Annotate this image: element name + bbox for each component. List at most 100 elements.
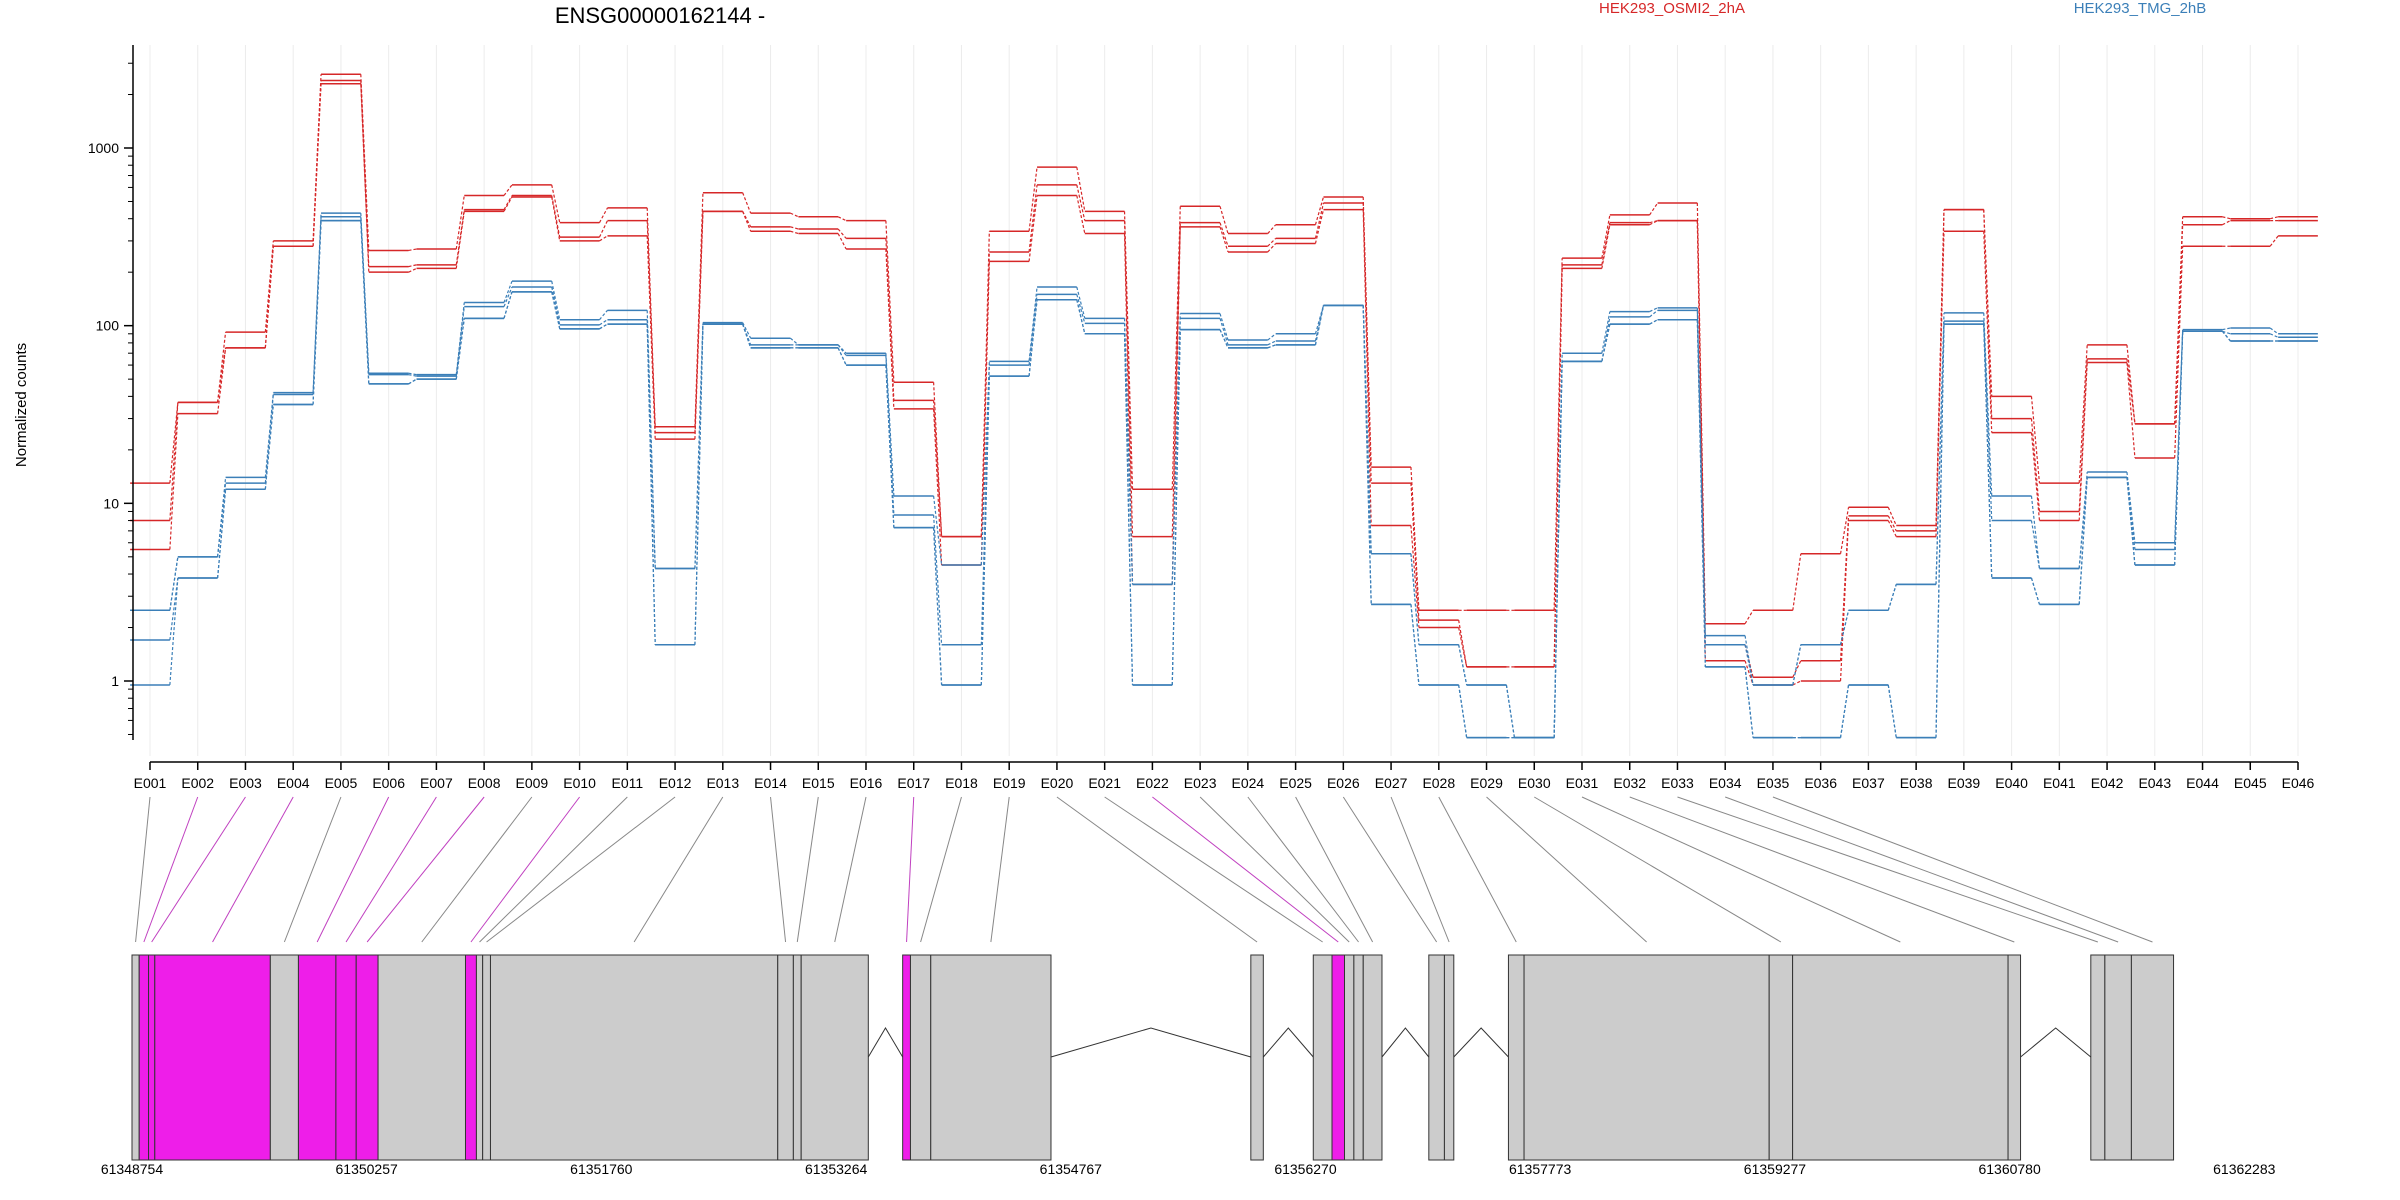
exon-connector <box>633 796 724 943</box>
exon-connector <box>1772 796 2153 943</box>
exon-connector <box>212 796 294 943</box>
series-connector <box>1887 684 1897 738</box>
series-connector <box>1839 520 1850 682</box>
series-connector <box>455 195 465 250</box>
coordinate-label: 61357773 <box>1509 1161 1572 1177</box>
series-connector <box>503 280 513 303</box>
x-tick-label: E002 <box>181 775 214 791</box>
series-connector <box>2126 477 2136 566</box>
x-tick-label: E025 <box>1279 775 1312 791</box>
series-connector <box>646 207 656 427</box>
series-connector <box>264 240 274 333</box>
series-connector <box>1601 311 1611 354</box>
x-tick-label: E032 <box>1613 775 1646 791</box>
series-connector <box>1123 333 1134 685</box>
coordinate-label: 61350257 <box>336 1161 399 1177</box>
series-connector <box>551 196 561 242</box>
series-connector <box>1505 684 1515 738</box>
series-connector <box>1219 313 1229 341</box>
exon-connector <box>770 796 787 943</box>
series-connector <box>1028 195 1038 262</box>
exon-box <box>335 954 357 1161</box>
exon-box <box>154 954 271 1161</box>
series-connector <box>933 514 943 645</box>
exon-connector <box>1104 796 1323 943</box>
series-connector <box>551 184 561 223</box>
exon-connector <box>316 796 390 943</box>
x-tick-label: E001 <box>134 775 167 791</box>
exon-connector <box>1581 796 1901 943</box>
series-connector <box>169 402 179 521</box>
series-connector <box>312 74 322 241</box>
series-connector <box>264 404 274 490</box>
series-connector <box>837 233 847 250</box>
exon-box <box>800 954 869 1161</box>
exon-box <box>2130 954 2175 1161</box>
exon-box <box>1250 954 1264 1161</box>
series-connector <box>2269 333 2279 338</box>
series-connector <box>408 267 417 273</box>
coordinate-label: 61359277 <box>1744 1161 1807 1177</box>
x-tick-label: E041 <box>2043 775 2076 791</box>
series-connector <box>1410 525 1420 628</box>
series-connector <box>1076 294 1086 324</box>
series-connector <box>2174 246 2184 459</box>
x-tick-label: E042 <box>2091 775 2124 791</box>
series-tmg-5 <box>130 219 2318 739</box>
series-connector <box>2222 327 2231 331</box>
series-connector <box>551 286 561 326</box>
series-connector <box>2030 577 2041 605</box>
series-connector <box>1839 610 1850 645</box>
exon-connector <box>1390 796 1450 943</box>
series-connector <box>2078 477 2088 605</box>
series-connector <box>2269 235 2279 247</box>
exon-box <box>148 954 156 1161</box>
series-connector <box>1267 344 1276 349</box>
series-connector <box>790 230 799 235</box>
exon-box <box>1443 954 1455 1161</box>
series-connector <box>1935 324 1945 738</box>
x-tick-label: E013 <box>706 775 739 791</box>
exon-box <box>1507 954 1525 1161</box>
series-connector <box>1314 196 1325 225</box>
y-axis-label: Normalized counts <box>13 343 30 467</box>
exon-connector <box>135 796 151 943</box>
series-connector <box>790 212 799 218</box>
x-tick-label: E023 <box>1184 775 1217 791</box>
series-connector <box>1028 184 1038 253</box>
exon-connector <box>143 796 199 943</box>
series-connector <box>933 400 943 537</box>
series-connector <box>408 248 417 252</box>
series-connector <box>2126 477 2136 566</box>
exon-box <box>138 954 150 1161</box>
exon-box <box>1428 954 1445 1161</box>
coordinate-label: 61348754 <box>101 1161 164 1177</box>
series-tmg-4 <box>130 216 2318 739</box>
series-connector <box>1123 220 1134 537</box>
exon-box <box>1344 954 1355 1161</box>
x-tick-label: E010 <box>563 775 596 791</box>
intron <box>867 1027 904 1058</box>
series-connector <box>885 248 895 409</box>
exon-box <box>355 954 379 1161</box>
series-connector <box>217 489 227 579</box>
series-connector <box>1983 209 1993 397</box>
legend-entry-tmg: HEK293_TMG_2hB <box>2074 0 2207 17</box>
series-connector <box>1076 167 1086 212</box>
exon-box <box>1331 954 1346 1161</box>
series-connector <box>1076 184 1086 221</box>
series-connector <box>1410 467 1420 611</box>
exon-connector <box>366 796 485 943</box>
x-tick-label: E022 <box>1136 775 1169 791</box>
series-connector <box>169 556 179 611</box>
exon-box <box>377 954 466 1161</box>
series-connector <box>1601 222 1611 265</box>
series-connector <box>408 378 417 385</box>
series-connector <box>503 196 513 212</box>
x-tick-label: E024 <box>1232 775 1265 791</box>
x-tick-label: E028 <box>1422 775 1455 791</box>
series-connector <box>1267 340 1276 346</box>
series-connector <box>455 318 465 380</box>
exon-connector <box>1629 796 2015 943</box>
chart-title: ENSG00000162144 - <box>555 3 765 28</box>
